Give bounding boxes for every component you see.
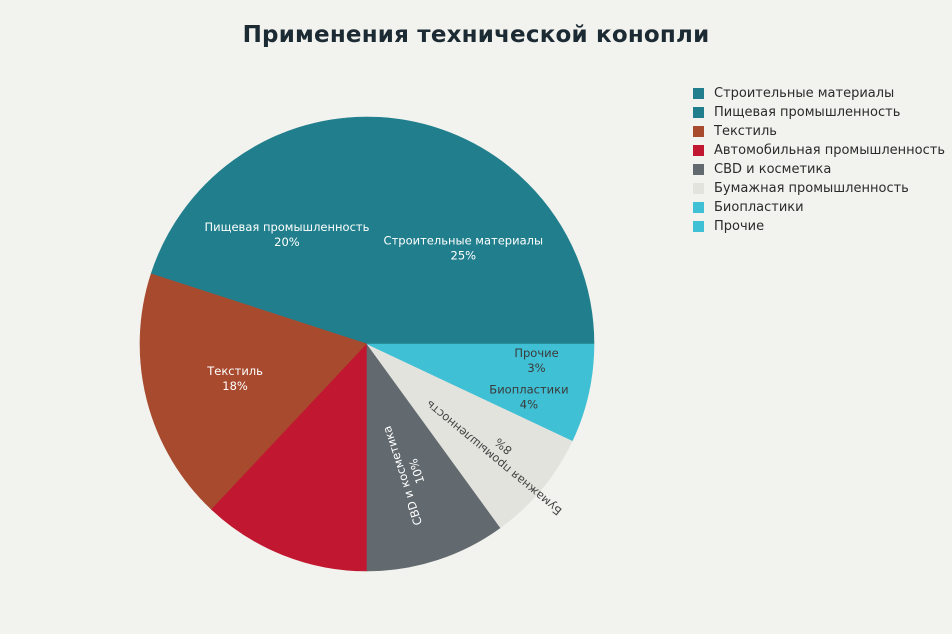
slice-label-value: 3% (527, 361, 545, 375)
pie-slice (366, 343, 501, 572)
slice-label-name: Строительные материалы (384, 234, 544, 248)
slice-label-name: Текстиль (206, 364, 263, 378)
slice-label-value: 4% (520, 398, 538, 412)
legend-swatch (693, 88, 704, 99)
legend-label: Строительные материалы (714, 86, 895, 101)
legend-item[interactable]: CBD и косметика (693, 160, 945, 179)
legend-item[interactable]: Прочие (693, 217, 945, 236)
slice-label-name: Пищевая промышленность (205, 220, 370, 234)
pie-slice (139, 273, 368, 510)
legend-item[interactable]: Бумажная промышленность (693, 179, 945, 198)
legend-swatch (693, 107, 704, 118)
pie-slice (150, 116, 368, 345)
chart-title: Применения технической конопли (242, 22, 710, 48)
slice-label-value: 25% (451, 249, 477, 263)
legend-item[interactable]: Строительные материалы (693, 84, 945, 103)
legend-swatch (693, 145, 704, 156)
legend-label: Биопластики (714, 200, 804, 215)
legend-swatch (693, 126, 704, 137)
legend-label: CBD и косметика (714, 162, 832, 177)
pie-slices (139, 116, 595, 572)
slice-label-name: Прочие (514, 346, 558, 360)
legend-item[interactable]: Пищевая промышленность (693, 103, 945, 122)
legend-swatch (693, 221, 704, 232)
slice-label-value: 18% (222, 379, 248, 393)
legend-swatch (693, 183, 704, 194)
legend-swatch (693, 202, 704, 213)
legend-label: Пищевая промышленность (714, 105, 901, 120)
legend-label: Бумажная промышленность (714, 181, 909, 196)
legend-label: Текстиль (714, 124, 777, 139)
legend-label: Автомобильная промышленность (714, 143, 946, 158)
pie-slice (366, 343, 595, 387)
legend-item[interactable]: Автомобильная промышленность (693, 141, 945, 160)
pie-slice (366, 116, 595, 345)
legend-label: Прочие (714, 219, 765, 234)
legend-swatch (693, 164, 704, 175)
legend: Строительные материалы Пищевая промышленн… (693, 84, 945, 236)
legend-item[interactable]: Биопластики (693, 198, 945, 217)
pie-slice (366, 343, 573, 529)
slice-label-value: 20% (274, 235, 300, 249)
slice-label-name: Биопластики (489, 383, 568, 397)
legend-item[interactable]: Текстиль (693, 122, 945, 141)
pie-slice (211, 343, 368, 572)
